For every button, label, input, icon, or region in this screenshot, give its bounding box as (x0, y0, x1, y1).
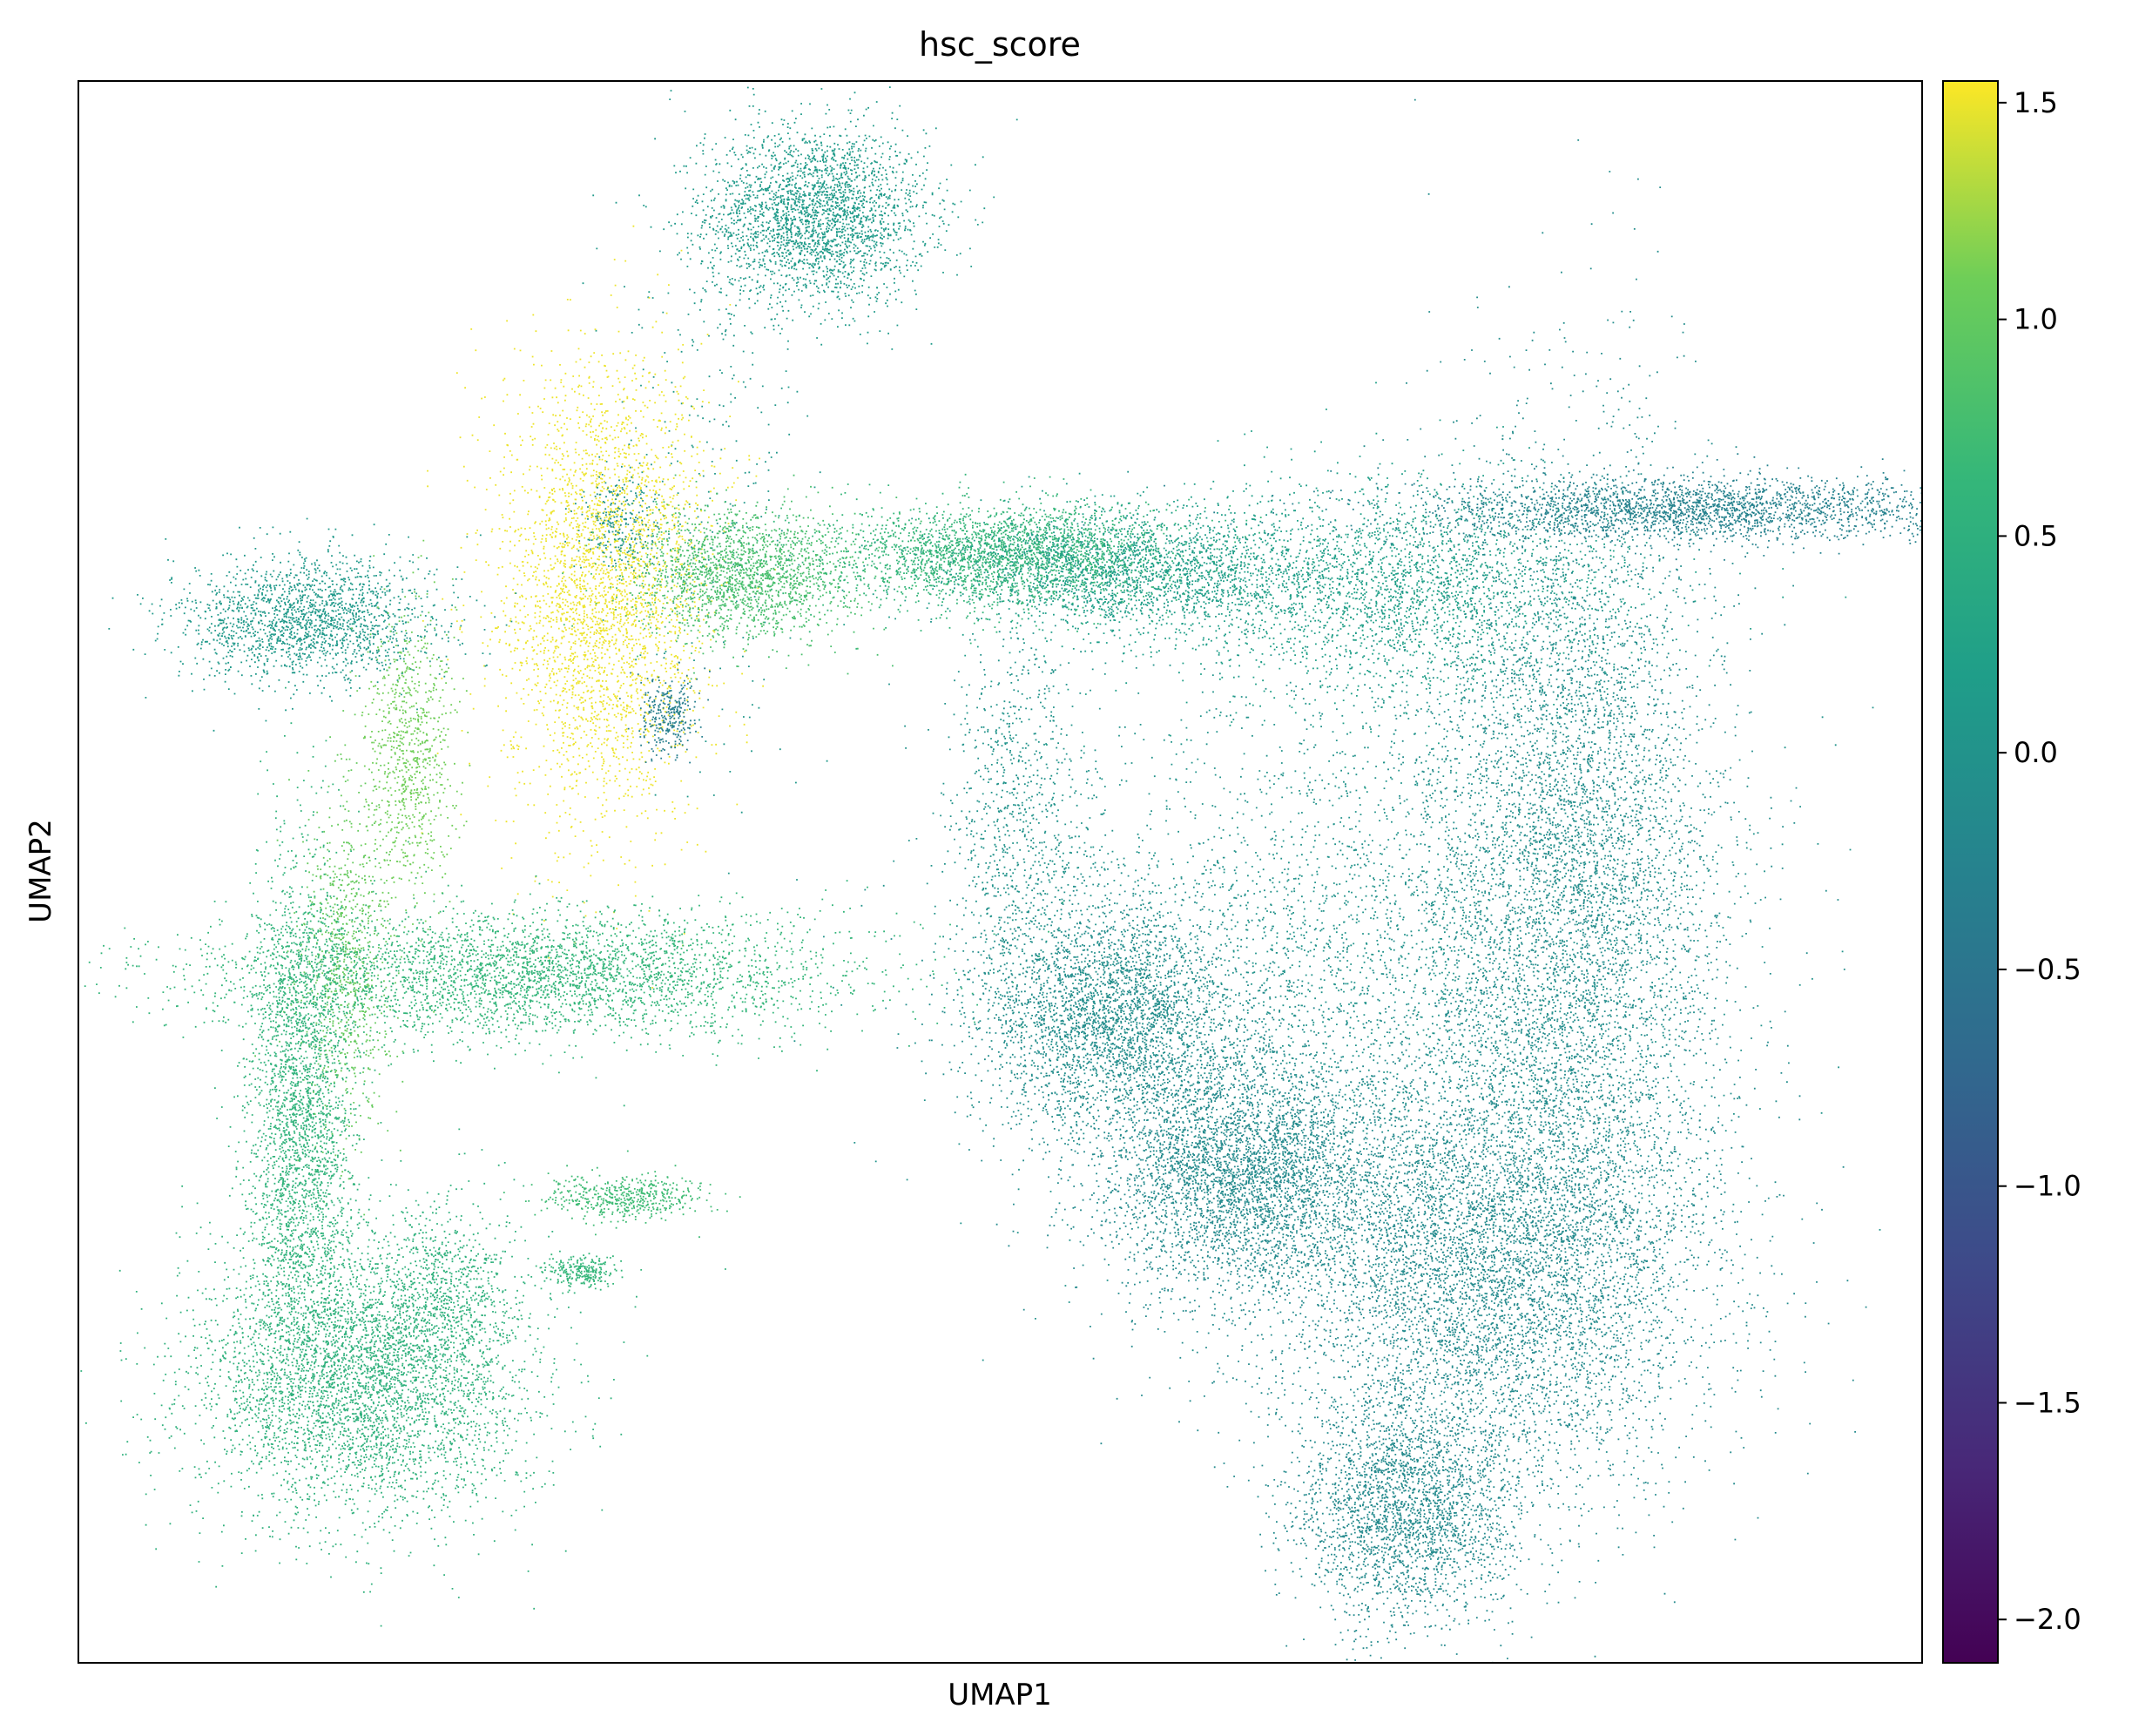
scatter-point-group (321, 1153, 570, 1398)
point-cluster-10 (84, 841, 1144, 1107)
x-axis-label: UMAP1 (948, 1678, 1052, 1712)
point-cluster-11 (181, 686, 402, 1549)
point-cluster-5 (730, 473, 1319, 650)
point-cluster-1 (582, 86, 848, 912)
plot-frame (78, 80, 1923, 1664)
scatter-point-group (890, 834, 1300, 1205)
point-cluster-9 (254, 627, 432, 1247)
scatter-point-group (84, 841, 1144, 1107)
colorbar (1942, 80, 1999, 1664)
scatter-point-group (535, 1253, 643, 1294)
scatter-point-group (582, 86, 848, 912)
colorbar-tick-label: 1.0 (2014, 303, 2058, 336)
point-cluster-7 (108, 517, 517, 732)
scatter-point-group (254, 627, 432, 1247)
scatter-point-group (793, 470, 1881, 1497)
scatter-point-group (181, 686, 402, 1549)
point-cluster-25 (535, 1253, 643, 1294)
scatter-point-group (503, 1150, 741, 1239)
point-cluster-19 (1046, 382, 1847, 789)
scatter-point-group (80, 1122, 726, 1627)
scatter-point-group (1046, 382, 1847, 789)
colorbar-tick-label: 0.0 (2014, 736, 2058, 769)
scatter-point-group (981, 942, 1517, 1401)
point-cluster-23 (1083, 451, 1922, 575)
point-cluster-18 (793, 470, 1881, 1497)
y-axis-label: UMAP2 (24, 819, 58, 923)
scatter-point-group (350, 539, 471, 1013)
colorbar-ticks: 1.5 1.0 0.5 0.0 −0.5 −1.0 −1.5 −2.0 (1998, 86, 2081, 1636)
scatter-points (80, 86, 1922, 1663)
scatter-point-group (1292, 98, 1845, 1658)
colorbar-tick-label: −0.5 (2014, 953, 2081, 986)
point-cluster-0 (592, 86, 1018, 403)
scatter-point-group (905, 560, 1121, 1086)
point-cluster-16 (890, 834, 1300, 1205)
scatter-point-group (592, 86, 1018, 403)
point-cluster-15 (905, 560, 1121, 1086)
point-cluster-17 (981, 942, 1517, 1401)
colorbar-tick-label: −1.0 (2014, 1170, 2081, 1203)
scatter-point-group (730, 473, 1319, 650)
point-cluster-14 (503, 1150, 741, 1239)
point-cluster-12 (80, 1122, 726, 1627)
colorbar-tick-label: 0.5 (2014, 519, 2058, 552)
chart-title: hsc_score (919, 25, 1081, 64)
scatter-point-group (108, 517, 517, 732)
colorbar-tick-label: −1.5 (2014, 1386, 2081, 1419)
point-cluster-13 (321, 1153, 570, 1398)
colorbar-tick-label: 1.5 (2014, 86, 2058, 119)
point-cluster-8 (350, 539, 471, 1013)
colorbar-tick-label: −2.0 (2014, 1603, 2081, 1636)
scatter-point-group (1083, 451, 1922, 575)
point-cluster-20 (1292, 98, 1845, 1658)
